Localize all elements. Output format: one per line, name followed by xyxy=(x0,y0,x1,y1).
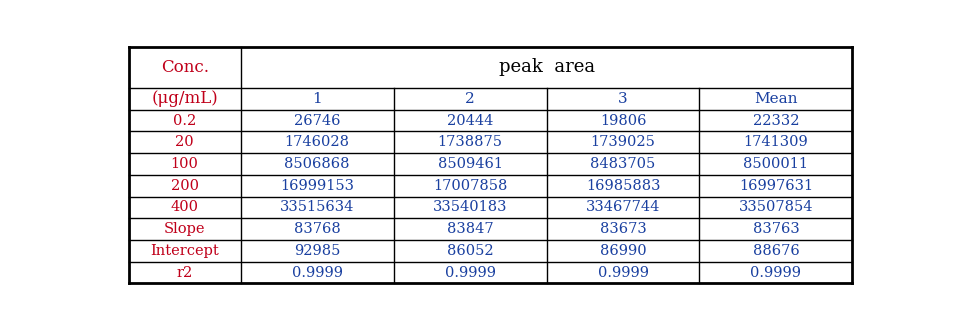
Text: 0.9999: 0.9999 xyxy=(597,266,649,280)
Text: 0.9999: 0.9999 xyxy=(292,266,343,280)
Text: Mean: Mean xyxy=(754,92,798,106)
Text: 19806: 19806 xyxy=(600,113,646,128)
Text: 88676: 88676 xyxy=(752,244,799,258)
Text: 83768: 83768 xyxy=(294,222,341,236)
Text: 3: 3 xyxy=(618,92,628,106)
Text: 100: 100 xyxy=(170,157,198,171)
Text: 8500011: 8500011 xyxy=(744,157,809,171)
Text: 400: 400 xyxy=(170,200,199,215)
Text: 1741309: 1741309 xyxy=(744,135,809,149)
Text: 1746028: 1746028 xyxy=(284,135,349,149)
Text: 33540183: 33540183 xyxy=(433,200,507,215)
Text: 8506868: 8506868 xyxy=(284,157,350,171)
Text: 17007858: 17007858 xyxy=(433,179,507,193)
Text: 1738875: 1738875 xyxy=(437,135,502,149)
Text: 16997631: 16997631 xyxy=(739,179,813,193)
Text: 200: 200 xyxy=(170,179,199,193)
Text: 86052: 86052 xyxy=(447,244,494,258)
Text: 33507854: 33507854 xyxy=(739,200,813,215)
Text: 16999153: 16999153 xyxy=(280,179,354,193)
Text: (μg/mL): (μg/mL) xyxy=(151,90,218,107)
Text: 83847: 83847 xyxy=(447,222,494,236)
Text: 1: 1 xyxy=(312,92,323,106)
Text: 0.2: 0.2 xyxy=(173,113,196,128)
Text: 0.9999: 0.9999 xyxy=(750,266,801,280)
Text: r2: r2 xyxy=(176,266,192,280)
Text: 26746: 26746 xyxy=(294,113,341,128)
Text: peak  area: peak area xyxy=(499,59,594,77)
Text: 0.9999: 0.9999 xyxy=(445,266,496,280)
Text: 33467744: 33467744 xyxy=(586,200,660,215)
Text: 16985883: 16985883 xyxy=(586,179,660,193)
Text: 33515634: 33515634 xyxy=(280,200,354,215)
Text: 8483705: 8483705 xyxy=(590,157,656,171)
Text: Slope: Slope xyxy=(164,222,206,236)
Text: 83763: 83763 xyxy=(752,222,799,236)
Text: 22332: 22332 xyxy=(753,113,799,128)
Text: 1739025: 1739025 xyxy=(590,135,656,149)
Text: Intercept: Intercept xyxy=(150,244,219,258)
Text: 83673: 83673 xyxy=(600,222,646,236)
Text: 20: 20 xyxy=(175,135,194,149)
Text: 2: 2 xyxy=(465,92,475,106)
Text: 8509461: 8509461 xyxy=(437,157,502,171)
Text: 20444: 20444 xyxy=(447,113,493,128)
Text: 86990: 86990 xyxy=(600,244,646,258)
Text: Conc.: Conc. xyxy=(161,59,209,76)
Text: 92985: 92985 xyxy=(294,244,341,258)
